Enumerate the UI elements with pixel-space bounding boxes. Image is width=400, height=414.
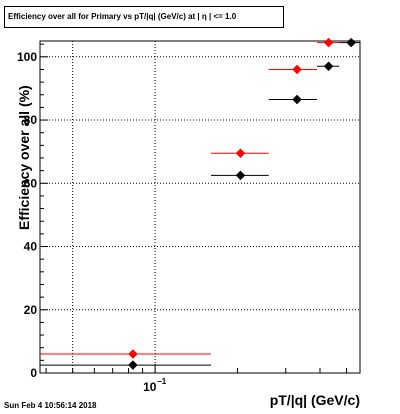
data-point — [346, 37, 357, 48]
data-point — [128, 349, 138, 359]
y-tick-label: 0 — [30, 366, 37, 380]
data-point — [235, 148, 246, 159]
data-point — [323, 61, 334, 72]
data-point — [292, 94, 302, 105]
x-axis-label: pT/|q| (GeV/c) — [269, 392, 360, 408]
datestamp: Sun Feb 4 10:56:14 2018 — [4, 401, 97, 410]
y-tick-label: 100 — [17, 50, 37, 64]
y-tick-label: 40 — [24, 240, 38, 254]
data-point — [235, 170, 246, 181]
data-point — [128, 360, 138, 370]
chart-title: Efficiency over all for Primary vs pT/|q… — [4, 6, 284, 28]
data-point — [292, 64, 302, 75]
data-point — [323, 37, 334, 48]
y-tick-label: 80 — [24, 113, 38, 127]
plot-frame — [39, 40, 361, 374]
y-tick-label: 60 — [24, 176, 38, 190]
x-tick-exponent: −1 — [157, 377, 167, 386]
y-tick-label: 20 — [24, 303, 38, 317]
x-tick-label: 10 — [143, 380, 157, 394]
